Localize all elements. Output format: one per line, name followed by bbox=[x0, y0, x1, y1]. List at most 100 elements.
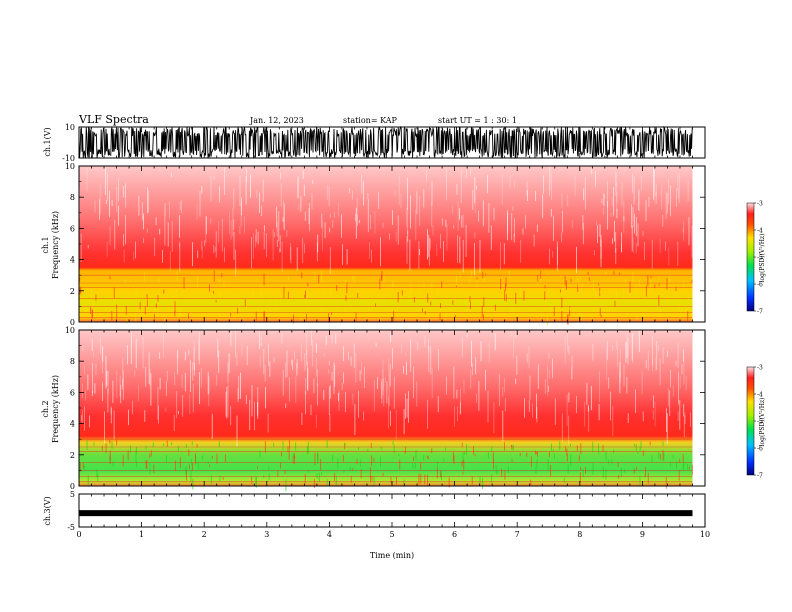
spectral-streak bbox=[430, 346, 432, 375]
band-speckle bbox=[422, 308, 423, 312]
band-speckle bbox=[342, 455, 344, 462]
spectral-streak bbox=[535, 190, 536, 202]
spectral-streak bbox=[493, 207, 495, 221]
band-speckle bbox=[116, 304, 118, 310]
band-speckle bbox=[559, 275, 561, 278]
spectral-streak bbox=[543, 175, 544, 194]
spectral-streak bbox=[612, 238, 613, 244]
spectral-streak bbox=[424, 335, 426, 347]
spectral-streak bbox=[407, 230, 409, 242]
band-speckle bbox=[139, 301, 141, 310]
band-speckle bbox=[263, 273, 265, 286]
ch1-spec-ylabel: Frequency (kHz) bbox=[51, 211, 60, 279]
band-speckle bbox=[540, 305, 542, 318]
spectral-streak bbox=[635, 243, 637, 254]
spectral-streak bbox=[281, 241, 283, 272]
spectral-streak bbox=[159, 228, 161, 235]
spectral-streak bbox=[308, 208, 310, 224]
spectral-streak bbox=[631, 333, 633, 360]
band-speckle bbox=[149, 453, 151, 458]
spectral-streak bbox=[640, 176, 642, 192]
spectral-streak bbox=[201, 246, 203, 259]
band-speckle bbox=[158, 278, 160, 284]
band-speckle bbox=[116, 309, 118, 319]
spectral-streak bbox=[550, 167, 552, 191]
spectral-streak bbox=[296, 359, 298, 368]
spectral-streak bbox=[189, 394, 191, 414]
spectral-streak bbox=[528, 345, 530, 369]
band-speckle bbox=[662, 449, 664, 461]
spectral-streak bbox=[567, 194, 569, 207]
spectral-streak bbox=[514, 181, 515, 189]
band-speckle bbox=[587, 272, 589, 276]
spectral-streak bbox=[233, 231, 235, 260]
band-speckle bbox=[510, 307, 512, 318]
band-speckle bbox=[185, 468, 187, 475]
band-speckle bbox=[157, 294, 159, 302]
band-speckle bbox=[124, 278, 126, 284]
spectral-streak bbox=[611, 197, 613, 206]
spectral-streak bbox=[313, 378, 315, 394]
band-speckle bbox=[409, 294, 411, 301]
x-tick-label: 2 bbox=[202, 530, 207, 539]
band-speckle bbox=[444, 312, 446, 320]
x-tick-label: 7 bbox=[515, 530, 520, 539]
spectral-streak bbox=[667, 350, 668, 357]
spectral-streak bbox=[305, 391, 306, 415]
spectral-streak bbox=[668, 178, 669, 204]
band-speckle bbox=[599, 291, 601, 294]
x-tick-label: 8 bbox=[577, 530, 582, 539]
spectral-streak bbox=[616, 340, 618, 350]
spectral-streak bbox=[230, 220, 232, 240]
spectral-streak bbox=[305, 378, 307, 396]
band-speckle bbox=[332, 454, 334, 462]
spectral-streak bbox=[179, 243, 181, 271]
band-speckle bbox=[218, 292, 220, 300]
spectral-streak bbox=[419, 196, 421, 226]
spectral-streak bbox=[515, 378, 517, 385]
band-speckle bbox=[495, 465, 497, 474]
band-speckle bbox=[343, 470, 345, 473]
spectral-streak bbox=[410, 195, 411, 229]
ch1-spec-ylabel-top: ch.1 bbox=[41, 236, 50, 253]
spectral-streak bbox=[257, 231, 259, 245]
band-speckle bbox=[420, 474, 422, 484]
band-speckle bbox=[427, 474, 428, 486]
band-speckle bbox=[687, 294, 689, 300]
band-speckle bbox=[79, 462, 81, 472]
band-speckle bbox=[189, 464, 190, 469]
band-speckle bbox=[317, 452, 318, 464]
band-speckle bbox=[211, 455, 213, 459]
spectral-streak bbox=[592, 343, 594, 361]
band-speckle bbox=[86, 440, 88, 450]
band-speckle bbox=[375, 303, 376, 307]
spectral-streak bbox=[416, 381, 418, 407]
spectral-streak bbox=[655, 183, 657, 204]
band-speckle bbox=[321, 270, 322, 283]
spectral-streak bbox=[382, 369, 384, 396]
colorbar-tick-label: -6 bbox=[757, 446, 763, 453]
spectral-streak bbox=[670, 369, 671, 388]
spectral-streak bbox=[472, 363, 473, 375]
band-speckle bbox=[163, 289, 165, 294]
band-speckle bbox=[316, 473, 318, 479]
spectral-streak bbox=[276, 206, 278, 228]
band-speckle bbox=[357, 293, 359, 298]
band-speckle bbox=[398, 453, 400, 456]
spectral-streak bbox=[507, 212, 508, 241]
band-speckle bbox=[683, 461, 685, 467]
band-speckle bbox=[304, 473, 306, 484]
band-speckle bbox=[371, 455, 373, 466]
band-speckle bbox=[647, 472, 649, 484]
spectral-streak bbox=[358, 219, 360, 223]
spectral-streak bbox=[257, 402, 259, 419]
spectral-streak bbox=[440, 234, 441, 249]
band-speckle bbox=[678, 303, 680, 312]
band-speckle bbox=[563, 477, 565, 483]
spectral-streak bbox=[303, 184, 305, 197]
spectral-streak bbox=[681, 364, 683, 375]
band-speckle bbox=[122, 454, 124, 467]
band-speckle bbox=[508, 270, 510, 278]
spectral-streak bbox=[635, 389, 636, 413]
band-speckle bbox=[501, 468, 502, 473]
